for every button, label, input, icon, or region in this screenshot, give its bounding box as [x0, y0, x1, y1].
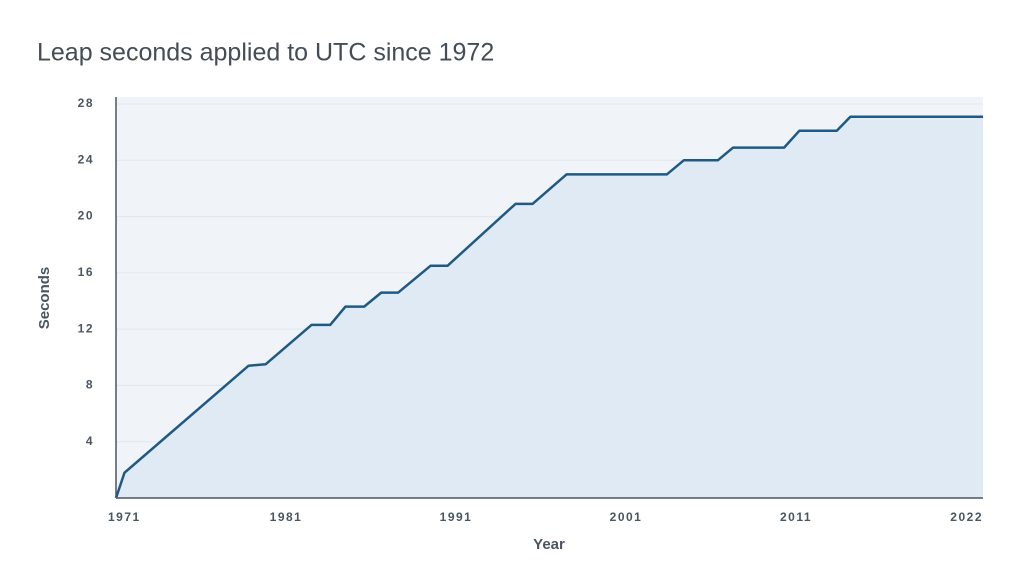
x-tick-label: 1981: [270, 510, 303, 524]
y-tick-label: 28: [78, 96, 94, 110]
line: [114, 115, 983, 499]
x-tick-label: 1991: [440, 510, 473, 524]
y-tick-label: 8: [86, 378, 94, 392]
y-tick-label: 16: [78, 265, 94, 279]
x-tick-label: 1971: [108, 510, 141, 524]
x-tick-label: 2011: [780, 510, 812, 524]
chart-title: Leap seconds applied to UTC since 1972: [37, 39, 494, 67]
x-tick-label: 2001: [610, 510, 643, 524]
y-tick-label: 4: [86, 434, 94, 448]
x-tick-label: 2022: [950, 510, 983, 524]
y-tick-label: 20: [78, 209, 94, 223]
y-axis-title: Seconds: [36, 267, 53, 330]
area-fill: [116, 116, 983, 498]
y-tick-label: 24: [78, 152, 94, 166]
y-tick-label: 12: [78, 321, 94, 335]
x-axis-title: Year: [533, 536, 565, 553]
